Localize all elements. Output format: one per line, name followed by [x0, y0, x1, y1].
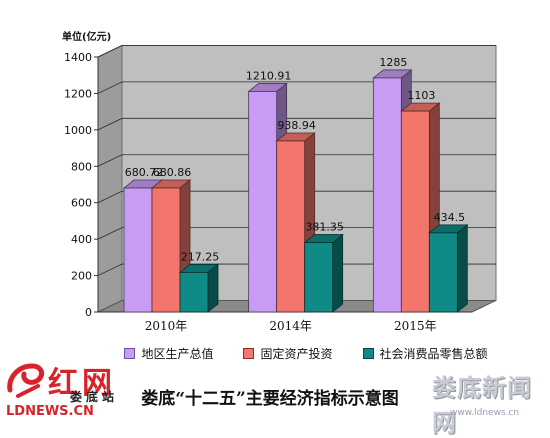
bar-data-label: 434.5	[434, 211, 466, 224]
plot-side-wall	[97, 44, 123, 313]
legend-label-retail: 社会消费品零售总额	[379, 346, 488, 361]
y-tick-label: 800	[71, 160, 92, 173]
chart-legend: 地区生产总值 固定资产投资 社会消费品零售总额	[96, 343, 516, 363]
chart-caption: 娄底“十二五”主要经济指标示意图	[141, 389, 399, 409]
bar-data-label: 938.94	[277, 119, 316, 132]
gridline	[97, 81, 496, 94]
hongwang-domain-text: LDNEWS.CN	[6, 404, 94, 419]
hongwang-logo: 红网 娄底站 LDNEWS.CN	[4, 358, 154, 428]
bar-data-label: 1210.91	[246, 69, 292, 82]
gridline	[97, 154, 496, 167]
bar	[400, 110, 430, 313]
y-tick-label: 600	[71, 197, 92, 210]
y-axis-unit-label: 单位(亿元)	[62, 30, 111, 43]
bar-data-label: 680.72	[125, 166, 164, 179]
y-tick-label: 200	[71, 270, 92, 283]
bar-data-label: 217.25	[181, 250, 220, 263]
y-tick-label: 1400	[64, 51, 92, 64]
gridline	[97, 190, 496, 204]
ldnews-watermark: 娄底新闻网 www.ldnews.cn	[410, 368, 550, 437]
ldnews-url-text: www.ldnews.cn	[450, 408, 520, 418]
y-tick-label: 0	[85, 306, 92, 319]
x-tick-label: 2014年	[269, 319, 312, 333]
gridline	[97, 227, 496, 240]
bar-side	[456, 224, 468, 313]
hongwang-mark-icon	[7, 363, 45, 398]
bar-data-label: 1285	[379, 56, 407, 69]
hongwang-station-text: 娄底站	[70, 390, 119, 404]
gridline	[97, 117, 496, 131]
legend-item-retail: 社会消费品零售总额	[362, 343, 488, 363]
bar	[428, 232, 458, 313]
bar	[276, 140, 306, 313]
x-tick-label: 2015年	[394, 319, 437, 333]
ldnews-brand-text: 娄底新闻网	[432, 373, 532, 437]
gridline	[97, 45, 496, 58]
bar	[151, 187, 181, 313]
hongwang-brand-text: 红网	[48, 366, 116, 401]
x-tick-label: 2010年	[145, 319, 188, 333]
legend-label-gdp: 地区生产总值	[141, 346, 214, 361]
bar-data-label: 680.86	[153, 166, 192, 179]
bar	[179, 272, 209, 313]
y-tick-label: 1200	[64, 87, 92, 100]
bar	[304, 242, 334, 313]
legend-swatch-retail	[362, 347, 374, 359]
gridline	[97, 263, 496, 276]
bar	[123, 187, 153, 313]
legend-label-investment: 固定资产投资	[260, 346, 333, 361]
y-tick-label: 400	[71, 233, 92, 246]
bar-data-label: 1103	[407, 89, 435, 102]
legend-swatch-investment	[243, 347, 255, 359]
y-tick-label: 1000	[64, 124, 92, 137]
bar-data-label: 381.35	[305, 221, 344, 234]
bar	[372, 77, 402, 313]
bar-side	[332, 233, 344, 313]
legend-item-investment: 固定资产投资	[243, 343, 333, 363]
bar	[248, 91, 278, 313]
legend-item-gdp: 地区生产总值	[124, 343, 213, 363]
legend-swatch-gdp	[124, 347, 136, 359]
